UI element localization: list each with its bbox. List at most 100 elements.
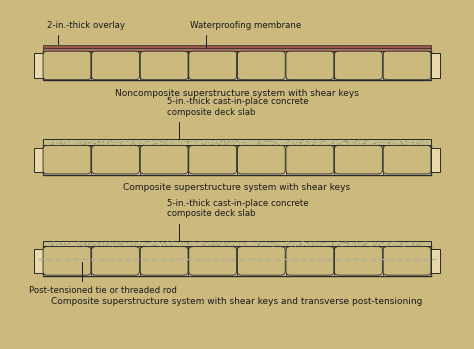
Point bbox=[48, 139, 56, 144]
Point bbox=[129, 238, 137, 244]
Point bbox=[113, 139, 121, 144]
Point bbox=[378, 139, 386, 144]
Point bbox=[183, 241, 191, 246]
Point bbox=[209, 138, 216, 143]
Point bbox=[236, 242, 243, 248]
Point bbox=[372, 240, 380, 246]
Point bbox=[245, 137, 253, 143]
Point bbox=[391, 140, 399, 146]
Point bbox=[145, 138, 153, 143]
Point bbox=[141, 240, 149, 246]
Point bbox=[190, 238, 197, 244]
Point bbox=[63, 141, 70, 147]
Point bbox=[385, 240, 392, 246]
Point bbox=[410, 240, 417, 246]
Point bbox=[198, 242, 205, 247]
Point bbox=[328, 240, 336, 246]
Point bbox=[64, 240, 72, 245]
Point bbox=[361, 240, 368, 245]
Point bbox=[229, 140, 237, 146]
Point bbox=[137, 140, 144, 146]
Point bbox=[366, 243, 374, 248]
Point bbox=[215, 141, 223, 147]
Point bbox=[211, 241, 219, 247]
Point bbox=[274, 141, 282, 147]
Point bbox=[88, 239, 95, 245]
Point bbox=[296, 242, 304, 248]
Bar bbox=[43, 246, 431, 276]
Point bbox=[334, 241, 342, 247]
Point bbox=[91, 242, 99, 247]
Point bbox=[284, 137, 292, 143]
Point bbox=[297, 240, 305, 246]
Point bbox=[402, 240, 410, 245]
Point bbox=[239, 241, 246, 246]
Point bbox=[342, 139, 349, 145]
Point bbox=[260, 138, 267, 143]
Point bbox=[91, 140, 98, 146]
Point bbox=[412, 140, 419, 145]
Point bbox=[184, 241, 192, 246]
Point bbox=[296, 241, 303, 246]
Point bbox=[309, 243, 316, 248]
Point bbox=[255, 140, 262, 146]
Point bbox=[333, 242, 341, 248]
Point bbox=[43, 242, 50, 248]
Point bbox=[210, 243, 217, 248]
Point bbox=[166, 240, 173, 245]
Point bbox=[222, 141, 229, 147]
Point bbox=[57, 242, 65, 247]
Point bbox=[128, 141, 135, 147]
Point bbox=[254, 140, 262, 145]
Point bbox=[361, 140, 369, 146]
Point bbox=[115, 240, 123, 245]
Point bbox=[348, 240, 356, 246]
Point bbox=[198, 140, 205, 146]
Point bbox=[202, 139, 210, 144]
Point bbox=[212, 139, 220, 144]
Point bbox=[154, 239, 161, 244]
Point bbox=[56, 139, 64, 145]
Point bbox=[270, 139, 278, 144]
Point bbox=[192, 139, 200, 145]
FancyBboxPatch shape bbox=[383, 247, 431, 275]
Point bbox=[359, 243, 367, 248]
Point bbox=[84, 139, 91, 144]
Point bbox=[412, 241, 419, 246]
Point bbox=[214, 140, 221, 146]
Point bbox=[312, 241, 320, 246]
Bar bbox=[43, 51, 431, 80]
Point bbox=[108, 239, 115, 245]
Point bbox=[128, 242, 135, 247]
Point bbox=[229, 141, 237, 147]
Point bbox=[410, 139, 417, 144]
Point bbox=[343, 242, 351, 248]
Point bbox=[94, 139, 101, 145]
Point bbox=[295, 140, 302, 145]
Point bbox=[183, 139, 191, 144]
Point bbox=[328, 239, 336, 245]
Point bbox=[328, 139, 336, 144]
Point bbox=[299, 138, 307, 143]
Point bbox=[261, 239, 268, 244]
Point bbox=[328, 138, 336, 144]
Point bbox=[296, 141, 304, 147]
Point bbox=[398, 140, 405, 146]
Point bbox=[227, 240, 234, 246]
Point bbox=[359, 141, 366, 146]
Point bbox=[326, 242, 333, 248]
Point bbox=[398, 140, 406, 145]
Point bbox=[389, 140, 397, 146]
FancyBboxPatch shape bbox=[237, 146, 285, 174]
Point bbox=[414, 141, 421, 146]
Point bbox=[131, 243, 139, 248]
Point bbox=[57, 240, 64, 246]
Point bbox=[151, 141, 158, 147]
Point bbox=[43, 141, 50, 147]
Point bbox=[141, 139, 149, 144]
Point bbox=[90, 242, 97, 247]
Point bbox=[220, 138, 228, 143]
Point bbox=[49, 238, 57, 244]
Point bbox=[84, 241, 92, 247]
Point bbox=[129, 137, 137, 143]
